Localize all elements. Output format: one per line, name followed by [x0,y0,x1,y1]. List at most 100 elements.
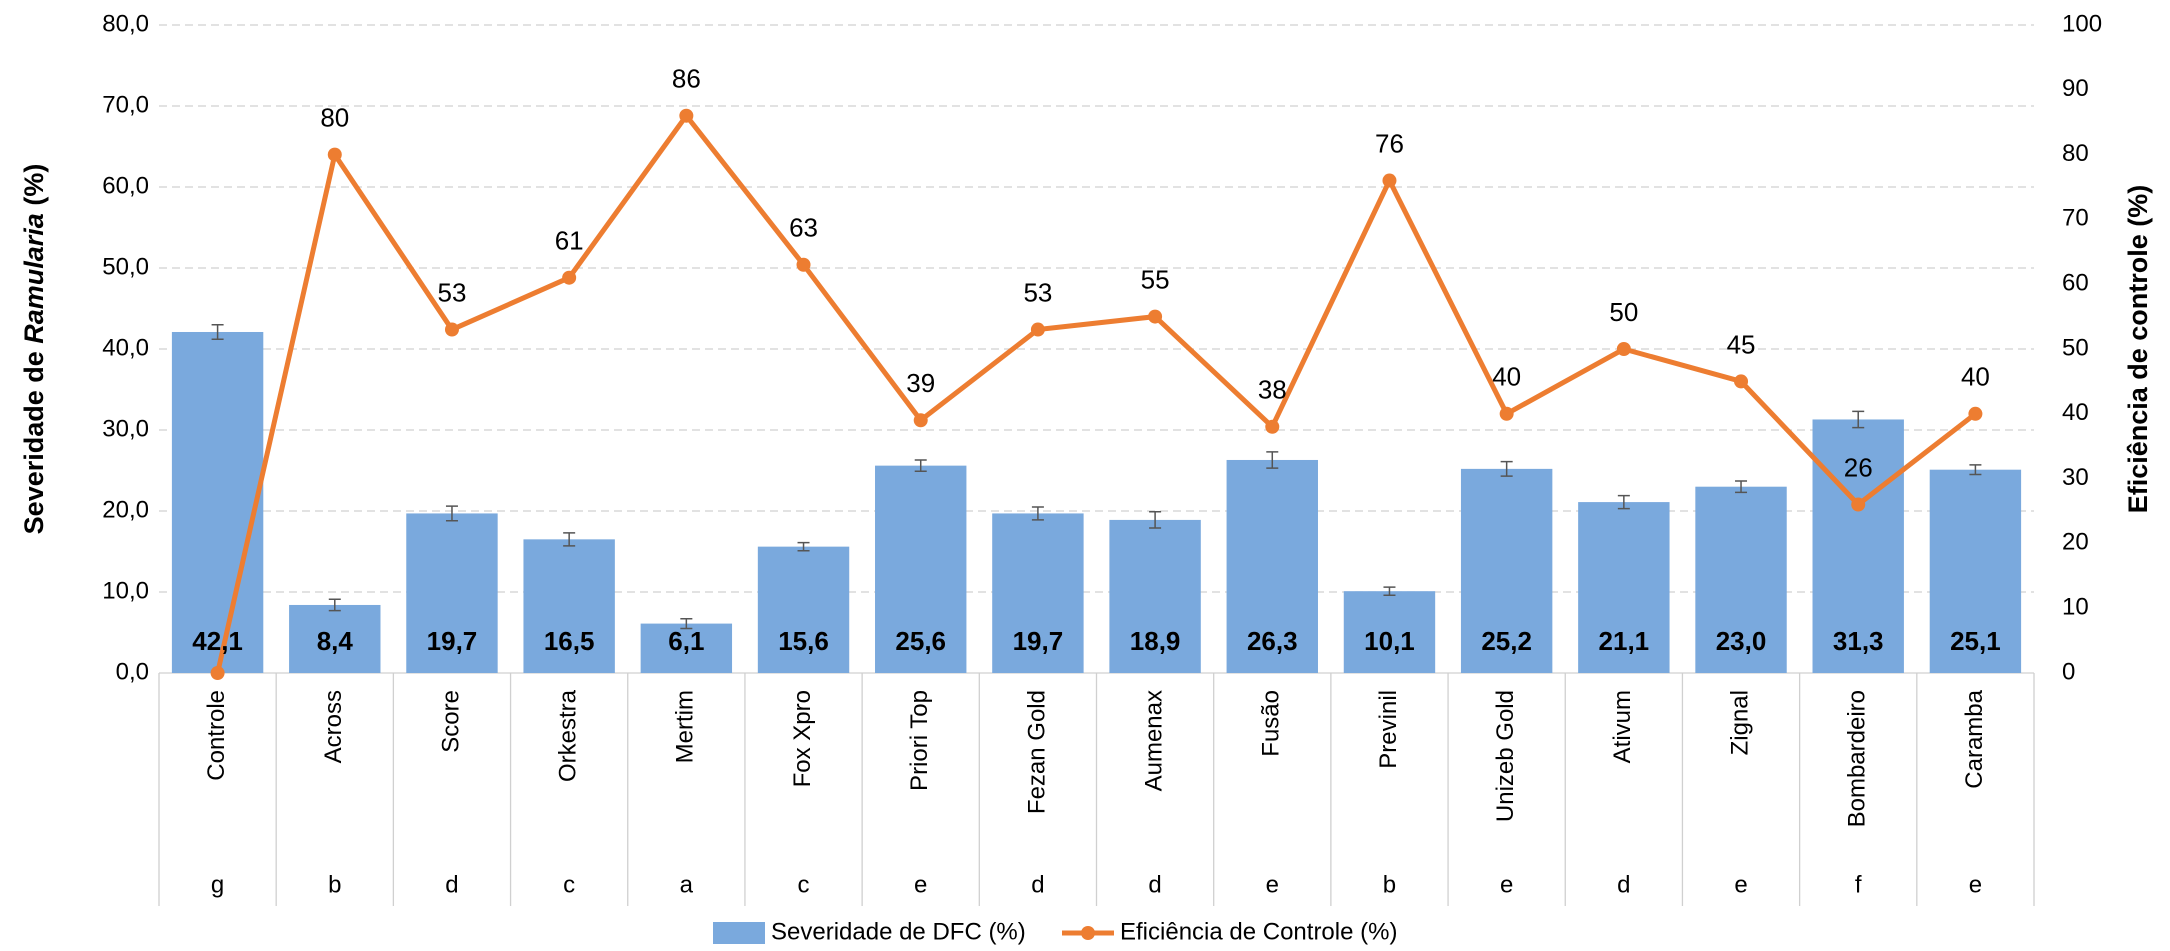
x-tick-label: Priori Top [906,690,933,791]
error-bar [1031,506,1044,521]
bar-value-label: 25,6 [895,626,946,656]
error-bar [328,598,341,612]
line-point [444,322,459,337]
group-letter: e [1734,871,1747,898]
bar-value-label: 10,1 [1364,626,1415,656]
line-value-label: 53 [438,277,467,307]
y-tick-label: 20,0 [102,496,149,523]
y-tick-label: 0,0 [116,658,149,685]
legend-label: Severidade de DFC (%) [771,918,1026,945]
line-value-label: 61 [555,226,584,256]
x-tick-label: Controle [203,690,230,781]
y2-tick-label: 0 [2062,658,2075,685]
y-tick-label: 50,0 [102,253,149,280]
bar-value-label: 8,4 [317,626,354,656]
x-tick-label: Aumenax [1140,690,1167,791]
line-point [1030,322,1045,337]
error-bar [1969,464,1982,476]
line-value-label: 40 [1961,362,1990,392]
y2-tick-label: 60 [2062,270,2089,297]
line-point [1265,419,1280,434]
bar-value-label: 26,3 [1247,626,1298,656]
x-tick-label: Previnil [1375,690,1402,769]
error-bar [797,541,810,552]
y2-tick-label: 70 [2062,205,2089,232]
y-tick-label: 30,0 [102,415,149,442]
line-point [327,147,342,162]
line-point [1851,497,1866,512]
line-value-label: 80 [320,102,349,132]
group-letter: d [1617,871,1630,898]
bar-value-label: 16,5 [544,626,595,656]
y2-tick-label: 30 [2062,464,2089,491]
y2-tick-label: 90 [2062,75,2089,102]
bar [406,513,498,673]
legend-swatch [713,922,765,944]
bar [1109,519,1201,673]
line-value-label: 50 [1609,297,1638,327]
line-value-label: 26 [1844,452,1873,482]
y2-axis-label: Eficiência de controle (%) [2123,185,2153,514]
y-axis-label-part: (%) [19,164,49,214]
x-tick-label: Orkestra [555,689,582,782]
line-point [1148,309,1163,324]
group-letter: g [211,871,224,898]
group-letter: d [1031,871,1044,898]
bar [1812,419,1904,673]
bar [1226,459,1318,673]
group-letter: c [798,871,810,898]
bar [1343,591,1436,673]
bar [992,513,1084,673]
x-tick-label: Fox Xpro [789,690,816,787]
x-tick-label: Zignal [1726,690,1753,755]
error-bar [1852,410,1865,429]
line-value-label: 63 [789,213,818,243]
line-point [1499,406,1514,421]
legend-label: Eficiência de Controle (%) [1120,918,1397,945]
bar-value-label: 6,1 [668,626,704,656]
bar-value-label: 19,7 [427,626,478,656]
group-letter: e [1969,871,1982,898]
group-letter: e [1266,871,1279,898]
group-letter: e [914,871,927,898]
y2-tick-label: 20 [2062,529,2089,556]
bar-value-label: 19,7 [1013,626,1064,656]
error-bar [563,532,576,547]
bar-value-label: 21,1 [1599,626,1650,656]
line-point [210,666,225,680]
y-axis-label-italic: Ramularia [19,213,49,344]
bar [640,623,733,673]
y-tick-label: 80,0 [102,10,149,37]
group-letter: b [328,871,341,898]
bar-value-label: 42,1 [192,626,243,656]
bar [1578,502,1670,673]
error-bar [914,459,927,473]
error-bar [211,323,224,341]
group-letter: a [680,871,694,898]
group-letter: d [1148,871,1161,898]
y2-tick-label: 50 [2062,334,2089,361]
group-letter: c [563,871,575,898]
error-bar [1617,494,1630,510]
line-value-label: 53 [1023,277,1052,307]
line-point [562,270,577,285]
x-tick-label: Fusão [1258,690,1285,757]
bar [875,465,967,673]
line [215,111,1977,674]
line-point [1382,173,1397,188]
bar [1695,486,1787,673]
bar-value-label: 31,3 [1833,626,1884,656]
y2-tick-label: 40 [2062,399,2089,426]
y-tick-label: 40,0 [102,334,149,361]
x-tick-label: Fezan Gold [1023,690,1050,814]
bar [289,604,381,673]
bar [171,331,264,673]
error-bar [1500,460,1513,477]
line-point [796,257,811,272]
bar-value-label: 23,0 [1716,626,1767,656]
y2-tick-label: 100 [2062,10,2102,37]
error-bar [680,617,693,630]
x-tick-label: Bombardeiro [1844,690,1871,827]
x-tick-label: Ativum [1609,690,1636,763]
